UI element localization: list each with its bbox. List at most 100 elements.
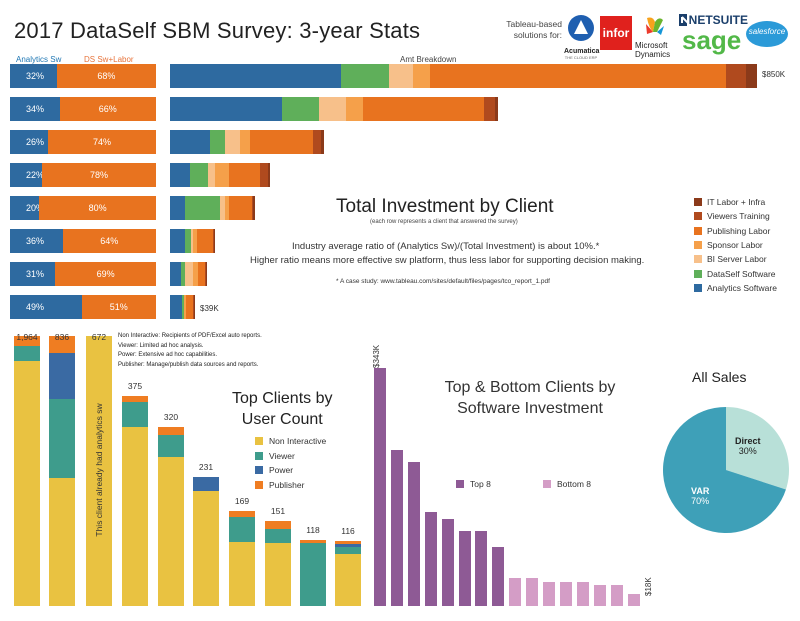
desc-viewer: Viewer: Limited ad hoc analysis. bbox=[118, 342, 204, 349]
acumatica-logo[interactable]: Acumatica THE CLOUD ERP bbox=[564, 14, 599, 62]
legend-bottom8[interactable]: Bottom 8 bbox=[543, 479, 591, 489]
amt-breakdown-bar[interactable] bbox=[170, 229, 215, 253]
user-count-column[interactable] bbox=[122, 396, 148, 606]
bottom8-bar[interactable] bbox=[559, 582, 572, 606]
user-legend-item[interactable]: Viewer bbox=[255, 451, 295, 461]
ratio-row[interactable]: 36% 64% bbox=[10, 229, 156, 253]
header-amt-breakdown: Amt Breakdown bbox=[400, 55, 457, 64]
amt-segment-sponsor-labor bbox=[184, 295, 187, 319]
ratio-analytics-segment: 26% bbox=[10, 130, 48, 154]
amt-segment-it-labor-infra bbox=[193, 295, 195, 319]
user-segment-non-interactive bbox=[335, 553, 361, 606]
user-segment-power bbox=[335, 543, 361, 547]
pie-var-pct: 70% bbox=[691, 496, 710, 506]
legend-top8[interactable]: Top 8 bbox=[456, 479, 491, 489]
amt-segment-sponsor-labor bbox=[239, 130, 251, 154]
pie-slice-direct[interactable] bbox=[726, 407, 789, 490]
pie-direct-name: Direct bbox=[735, 436, 761, 446]
legend-item[interactable]: Publishing Labor bbox=[694, 226, 770, 236]
ratio-row[interactable]: 31% 69% bbox=[10, 262, 156, 286]
top8-swatch bbox=[456, 480, 464, 488]
ratio-ds-segment: 78% bbox=[42, 163, 156, 187]
user-count-column[interactable] bbox=[265, 521, 291, 606]
top8-bar[interactable] bbox=[475, 531, 488, 606]
top8-bar[interactable] bbox=[492, 547, 505, 606]
bottom8-bar[interactable] bbox=[509, 577, 522, 606]
legend-item[interactable]: Analytics Software bbox=[694, 283, 777, 293]
sw-title-line2: Software Investment bbox=[457, 400, 603, 417]
legend-item[interactable]: DataSelf Software bbox=[694, 269, 776, 279]
amt-breakdown-bar[interactable] bbox=[170, 64, 757, 88]
amt-segment-analytics-software bbox=[170, 196, 186, 220]
amt-breakdown-bar[interactable] bbox=[170, 196, 255, 220]
legend-item[interactable]: BI Server Labor bbox=[694, 254, 767, 264]
amt-segment-publishing-labor bbox=[250, 130, 314, 154]
amt-segment-analytics-software bbox=[170, 64, 341, 88]
sw-min-label: $18K bbox=[644, 577, 653, 596]
user-count-column[interactable] bbox=[300, 539, 326, 606]
ratio-ds-value: 68% bbox=[97, 71, 116, 81]
ratio-row[interactable]: 49% 51% bbox=[10, 295, 156, 319]
amt-segment-publishing-labor bbox=[196, 229, 213, 253]
ratio-row[interactable]: 26% 74% bbox=[10, 130, 156, 154]
user-segment-publisher bbox=[158, 426, 184, 435]
user-legend-item[interactable]: Non Interactive bbox=[255, 436, 326, 446]
salesforce-logo[interactable]: salesforce bbox=[744, 16, 790, 50]
user-count-column[interactable] bbox=[335, 541, 361, 606]
amt-breakdown-bar[interactable] bbox=[170, 262, 207, 286]
ratio-row[interactable]: 20% 80% bbox=[10, 196, 156, 220]
legend-swatch bbox=[694, 198, 702, 206]
amt-segment-dataself-software bbox=[281, 97, 319, 121]
pie-slice-var[interactable] bbox=[663, 407, 786, 533]
user-count-column[interactable] bbox=[86, 336, 112, 606]
legend-item[interactable]: IT Labor + Infra bbox=[694, 197, 765, 207]
ratio-row[interactable]: 22% 78% bbox=[10, 163, 156, 187]
microsoft-label: Microsoft Dynamics bbox=[635, 41, 671, 59]
ratio-row[interactable]: 32% 68% bbox=[10, 64, 156, 88]
bottom8-bar[interactable] bbox=[627, 593, 640, 606]
user-legend-swatch bbox=[255, 451, 263, 460]
user-count-column[interactable] bbox=[229, 511, 255, 606]
legend-swatch bbox=[694, 269, 702, 278]
amt-segment-bi-server-labor bbox=[185, 262, 193, 286]
bottom8-bar[interactable] bbox=[610, 585, 623, 606]
top8-bar[interactable] bbox=[407, 462, 420, 606]
user-count-column[interactable] bbox=[158, 426, 184, 606]
amt-breakdown-bar[interactable] bbox=[170, 130, 325, 154]
top8-bar[interactable] bbox=[424, 511, 437, 606]
top8-bar[interactable] bbox=[390, 449, 403, 606]
user-legend-item[interactable]: Publisher bbox=[255, 480, 304, 490]
top8-bar[interactable] bbox=[374, 368, 386, 606]
bottom8-bar[interactable] bbox=[593, 585, 606, 606]
infor-logo[interactable]: infor bbox=[600, 16, 632, 50]
legend-item[interactable]: Viewers Training bbox=[694, 211, 770, 221]
amt-segment-it-labor-infra bbox=[267, 163, 271, 187]
user-count-column[interactable] bbox=[193, 476, 219, 606]
amt-breakdown-bar[interactable] bbox=[170, 163, 271, 187]
bottom8-bar[interactable] bbox=[526, 577, 539, 606]
ratio-ds-segment: 68% bbox=[56, 64, 156, 88]
amt-segment-dataself-software bbox=[181, 262, 186, 286]
ratio-row[interactable]: 34% 66% bbox=[10, 97, 156, 121]
microsoft-logo[interactable]: Microsoft Dynamics bbox=[635, 14, 675, 60]
user-legend-item[interactable]: Power bbox=[255, 465, 293, 475]
top8-bar[interactable] bbox=[458, 531, 471, 606]
amt-breakdown-bar[interactable] bbox=[170, 295, 195, 319]
amt-segment-dataself-software bbox=[181, 295, 184, 319]
amt-segment-publishing-labor bbox=[228, 163, 261, 187]
bottom8-bar[interactable] bbox=[543, 582, 555, 606]
ratio-analytics-value: 31% bbox=[26, 269, 45, 279]
amt-segment-analytics-software bbox=[170, 97, 282, 121]
user-count-column[interactable] bbox=[49, 336, 75, 606]
amt-breakdown-bar[interactable] bbox=[170, 97, 499, 121]
legend-item[interactable]: Sponsor Labor bbox=[694, 240, 763, 250]
legend-swatch bbox=[694, 240, 702, 249]
case-study-link[interactable]: * A case study: www.tableau.com/sites/de… bbox=[336, 278, 550, 285]
top8-bar[interactable] bbox=[441, 518, 454, 606]
user-count-column[interactable] bbox=[14, 336, 40, 606]
client-note-text: This client already had analytics sw bbox=[94, 403, 104, 537]
ratio-analytics-segment: 31% bbox=[10, 262, 56, 286]
netsuite-logo[interactable]: NETSUITE bbox=[678, 12, 748, 28]
bottom8-bar[interactable] bbox=[576, 582, 589, 606]
sage-logo[interactable]: sage bbox=[682, 25, 742, 55]
